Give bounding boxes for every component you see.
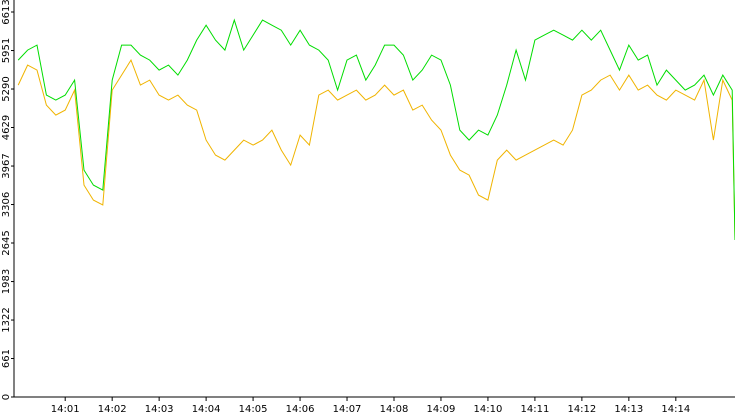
x-tick-label: 14:14 xyxy=(661,404,690,415)
series-line xyxy=(17,18,735,241)
y-tick-label: 1983 xyxy=(1,269,12,294)
y-tick-label: 4629 xyxy=(1,115,12,140)
x-tick-label: 14:13 xyxy=(614,404,643,415)
y-tick-label: 661 xyxy=(1,349,12,368)
y-tick-label: 2645 xyxy=(1,230,12,255)
x-tick-label: 14:09 xyxy=(427,404,456,415)
y-tick-label: 5951 xyxy=(1,38,12,63)
y-tick-label: 1322 xyxy=(1,307,12,332)
series-line xyxy=(17,58,735,241)
x-tick-label: 14:02 xyxy=(98,404,127,415)
y-tick-label: 5290 xyxy=(1,76,12,101)
y-tick-label: 0 xyxy=(1,394,12,400)
x-tick-label: 14:04 xyxy=(192,404,221,415)
x-tick-label: 14:03 xyxy=(145,404,174,415)
x-tick-label: 14:05 xyxy=(239,404,268,415)
x-tick-label: 14:10 xyxy=(474,404,503,415)
y-tick-label: 6613 xyxy=(1,0,12,25)
x-tick-label: 14:08 xyxy=(380,404,409,415)
y-tick-label: 3967 xyxy=(1,153,12,178)
x-tick-label: 14:06 xyxy=(286,404,315,415)
x-tick-label: 14:01 xyxy=(51,404,80,415)
x-tick-label: 14:11 xyxy=(520,404,549,415)
x-tick-label: 14:12 xyxy=(567,404,596,415)
y-tick-label: 3306 xyxy=(1,192,12,217)
x-tick-label: 14:07 xyxy=(333,404,362,415)
